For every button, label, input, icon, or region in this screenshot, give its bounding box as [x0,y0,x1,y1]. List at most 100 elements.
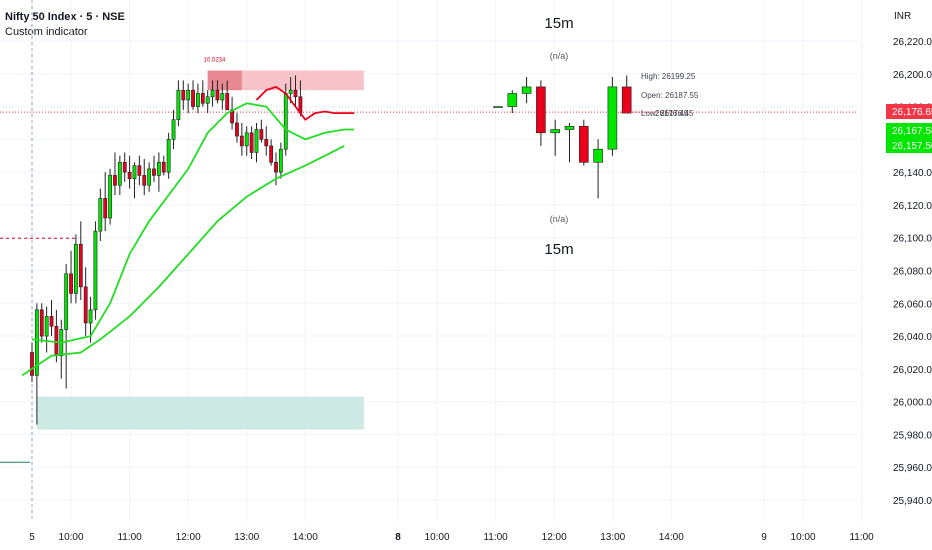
candle-15m [493,106,503,108]
candle-5m [215,89,220,101]
candle-5m [239,135,244,147]
na-label-top: (n/a) [550,51,569,61]
price-axis[interactable]: INR26,220.0026,200.0026,180.0026,160.002… [886,11,932,507]
price-tick: 25,960.00 [893,463,932,474]
low-label: Low: 26176.45 [641,109,694,118]
candle-5m [171,119,176,140]
candle-5m [244,132,249,147]
demand-zone [36,396,364,430]
time-tick: 10:00 [59,532,84,543]
candle-5m [259,129,264,140]
price-tick: 26,220.00 [893,37,932,48]
time-tick: 9 [761,532,767,543]
candle-15m [593,148,603,163]
indicator-title[interactable]: Custom indicator [5,26,88,38]
price-tag-text: 26,157.50 [892,141,932,152]
candle-5m [264,139,269,147]
candle-5m [108,175,112,219]
candle-5m [161,162,166,173]
candle-5m [152,168,156,176]
price-tick: 26,060.00 [893,299,932,310]
time-tick: 12:00 [542,532,567,543]
candle-5m [156,162,161,176]
chart-legend: Nifty 50 Index · 5 · NSE Custom indicato… [5,10,125,40]
time-tick: 13:00 [234,532,259,543]
candle-5m [137,165,142,176]
price-tick: 26,040.00 [893,332,932,343]
candle-5m [49,316,54,327]
candle-5m [249,132,254,153]
candle-5m [142,175,147,186]
time-tick: 14:00 [293,532,318,543]
price-tick: 26,100.00 [893,234,932,245]
zones-layer: 10.0234 [36,58,364,430]
candle-5m [283,93,288,150]
candle-5m [83,286,88,324]
timeframe-label-bottom: 15m [544,241,573,258]
price-tick: 26,080.00 [893,267,932,278]
candle-15m [507,93,518,107]
time-tick: 11:00 [849,532,874,543]
time-axis[interactable]: 5 10:00 11:00 12:00 13:00 14:00 8 10:00 11:00 12:… [29,532,874,543]
price-tick: 26,120.00 [893,201,932,212]
price-tag [886,104,932,119]
candle-5m [235,122,239,137]
candle-5m [191,89,195,107]
candle-5m [98,198,103,232]
price-tick: 25,940.00 [893,496,932,507]
candle-15m [550,129,561,134]
supply-zone [207,70,364,91]
time-tick: 10:00 [791,532,816,543]
candle-5m [44,316,49,337]
last-label: 26176.45 [655,109,689,118]
candle-5m [210,89,215,98]
candle-5m [30,352,34,376]
currency-label: INR [894,11,911,22]
time-tick: 12:00 [176,532,201,543]
candle-5m [117,162,122,186]
ema-red-line [255,85,355,121]
candle-5m [288,89,293,94]
price-tick: 25,980.00 [893,430,932,441]
high-label: High: 26199.25 [641,72,696,81]
time-tick: 14:00 [659,532,684,543]
time-tick: 8 [395,532,401,543]
supply-zone-origin [207,70,242,91]
time-tick: 5 [29,532,35,543]
candle-5m [166,139,171,173]
candle-5m [293,89,298,98]
time-tick: 11:00 [483,532,508,543]
candle-15m [536,86,546,134]
time-tick: 13:00 [600,532,625,543]
candle-5m [39,309,44,337]
candle-5m [269,145,274,163]
symbol-title[interactable]: Nifty 50 Index · 5 · NSE [5,11,125,23]
candles-layer [30,75,632,425]
overlay-layer: 15m (n/a) (n/a) 15m High: 26199.25 Open: 2618… [544,15,699,258]
time-tick: 11:00 [117,532,142,543]
candle-5m [132,165,137,179]
candle-5m [78,243,83,288]
candle-5m [127,171,132,179]
price-tick: 26,200.00 [893,70,932,81]
candle-5m [205,96,210,104]
price-tag [886,123,932,138]
candle-15m [607,86,618,150]
candle-5m [34,309,39,376]
na-label-bottom: (n/a) [550,214,569,224]
candle-5m [181,89,186,101]
candle-5m [220,93,225,101]
candle-5m [274,162,278,173]
candle-15m [578,125,589,163]
candle-5m [278,148,283,173]
candle-5m [254,129,259,153]
candle-5m [69,273,73,294]
moving-averages [21,85,355,377]
price-tag [886,138,932,153]
candle-5m [122,162,127,173]
price-tick: 26,020.00 [893,365,932,376]
candle-15m [621,86,632,114]
candle-5m [103,198,108,219]
price-tick: 26,000.00 [893,398,932,409]
